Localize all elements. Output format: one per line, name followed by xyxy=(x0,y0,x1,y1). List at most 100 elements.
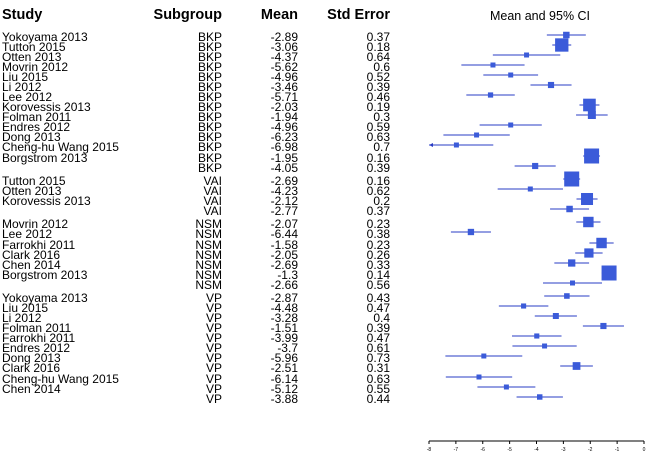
subgroup-cell: BKP xyxy=(197,90,222,104)
x-tick-label: -5 xyxy=(507,447,512,453)
x-tick-label: -1 xyxy=(615,447,620,453)
subgroup-cell: VP xyxy=(205,341,222,355)
study-cell: Farrokhi 2011 xyxy=(2,238,76,252)
std-error-cell: 0.47 xyxy=(366,331,390,345)
subgroup-cell: VAI xyxy=(203,184,222,198)
std-error-cell: 0.19 xyxy=(366,100,390,114)
header-std-error: Std Error xyxy=(327,7,390,23)
subgroup-cell: VP xyxy=(205,291,222,305)
subgroup-cell: VP xyxy=(205,392,222,406)
mean-cell: -6.14 xyxy=(270,372,298,386)
mean-marker xyxy=(487,92,494,98)
std-error-cell: 0.52 xyxy=(366,70,390,84)
mean-cell: -3.7 xyxy=(277,341,298,355)
mean-marker xyxy=(547,81,555,89)
mean-marker xyxy=(568,259,576,267)
subgroup-cell: VP xyxy=(205,311,222,325)
study-cell: Liu 2015 xyxy=(2,301,49,315)
study-cell: Movrin 2012 xyxy=(2,60,69,74)
mean-cell: -3.88 xyxy=(270,392,298,406)
subgroup-cell: VP xyxy=(205,321,222,335)
subgroup-cell: BKP xyxy=(197,120,222,134)
subgroup-cell: NSM xyxy=(195,248,222,262)
mean-cell: -2.51 xyxy=(270,361,298,375)
mean-cell: -5.71 xyxy=(270,90,298,104)
mean-marker xyxy=(508,122,514,128)
mean-cell: -3.46 xyxy=(270,80,298,94)
study-cell: Liu 2015 xyxy=(2,70,49,84)
study-cell: Otten 2013 xyxy=(2,184,62,198)
subgroup-cell: VP xyxy=(205,301,222,315)
mean-marker xyxy=(564,293,570,299)
subgroup-cell: NSM xyxy=(195,217,222,231)
mean-cell: -5.96 xyxy=(270,351,298,365)
study-cell: Farrokhi 2011 xyxy=(2,331,76,345)
mean-marker xyxy=(564,171,580,187)
std-error-cell: 0.59 xyxy=(366,120,390,134)
std-error-cell: 0.39 xyxy=(366,161,390,175)
x-tick-label: 0 xyxy=(643,447,646,453)
mean-cell: -2.12 xyxy=(270,194,298,208)
std-error-cell: 0.26 xyxy=(366,248,390,262)
study-cell: Borgstrom 2013 xyxy=(2,151,88,165)
mean-marker xyxy=(584,148,600,164)
std-error-cell: 0.16 xyxy=(366,151,390,165)
subgroup-cell: VP xyxy=(205,351,222,365)
subgroup-cell: VP xyxy=(205,361,222,375)
std-error-cell: 0.23 xyxy=(366,217,390,231)
std-error-cell: 0.31 xyxy=(366,361,390,375)
mean-marker xyxy=(572,362,581,370)
mean-marker xyxy=(524,52,530,58)
mean-cell: -2.87 xyxy=(270,291,298,305)
mean-marker xyxy=(474,132,480,138)
subgroup-cell: VAI xyxy=(203,174,222,188)
study-cell: Dong 2013 xyxy=(2,130,61,144)
std-error-cell: 0.37 xyxy=(366,204,390,218)
header-study: Study xyxy=(2,7,43,23)
subgroup-cell: BKP xyxy=(197,161,222,175)
study-cell: Yokoyama 2013 xyxy=(2,30,88,44)
subgroup-cell: BKP xyxy=(197,151,222,165)
mean-marker xyxy=(600,322,607,330)
subgroup-cell: VP xyxy=(205,331,222,345)
subgroup-cell: BKP xyxy=(197,130,222,144)
mean-marker xyxy=(566,205,573,213)
study-cell: Borgstrom 2013 xyxy=(2,268,88,282)
std-error-cell: 0.73 xyxy=(366,351,390,365)
mean-marker xyxy=(587,111,596,119)
x-tick-label: -4 xyxy=(534,447,539,453)
mean-marker xyxy=(532,162,539,170)
study-cell: Lee 2012 xyxy=(2,90,53,104)
study-cell: Folman 2011 xyxy=(2,321,72,335)
mean-marker xyxy=(555,38,569,52)
mean-cell: -5.62 xyxy=(270,60,298,74)
mean-marker xyxy=(534,333,540,339)
std-error-cell: 0.18 xyxy=(366,40,390,54)
mean-cell: -1.58 xyxy=(270,238,298,252)
x-tick-label: -8 xyxy=(427,447,432,453)
mean-cell: -1.95 xyxy=(270,151,298,165)
plot-title: Mean and 95% CI xyxy=(489,9,591,23)
subgroup-cell: VP xyxy=(205,382,222,396)
study-cell: Chen 2014 xyxy=(2,382,61,396)
mean-cell: -2.77 xyxy=(270,204,298,218)
mean-marker xyxy=(536,394,543,400)
subgroup-cell: BKP xyxy=(197,60,222,74)
std-error-cell: 0.63 xyxy=(366,372,390,386)
study-cell: Li 2012 xyxy=(2,80,42,94)
mean-cell: -6.44 xyxy=(270,227,298,241)
mean-marker xyxy=(481,353,487,359)
mean-marker xyxy=(583,216,594,228)
mean-cell: -1.51 xyxy=(270,321,298,335)
study-cell: Li 2012 xyxy=(2,311,42,325)
std-error-cell: 0.14 xyxy=(366,268,390,282)
mean-marker xyxy=(521,303,527,309)
mean-marker xyxy=(596,237,607,249)
mean-cell: -4.48 xyxy=(270,301,298,315)
study-cell: Tutton 2015 xyxy=(2,40,66,54)
mean-cell: -4.96 xyxy=(270,70,298,84)
mean-cell: -3.99 xyxy=(270,331,298,345)
study-cell: Cheng-hu Wang 2015 xyxy=(2,140,119,154)
mean-marker xyxy=(601,265,617,281)
study-cell: Folman 2011 xyxy=(2,110,72,124)
